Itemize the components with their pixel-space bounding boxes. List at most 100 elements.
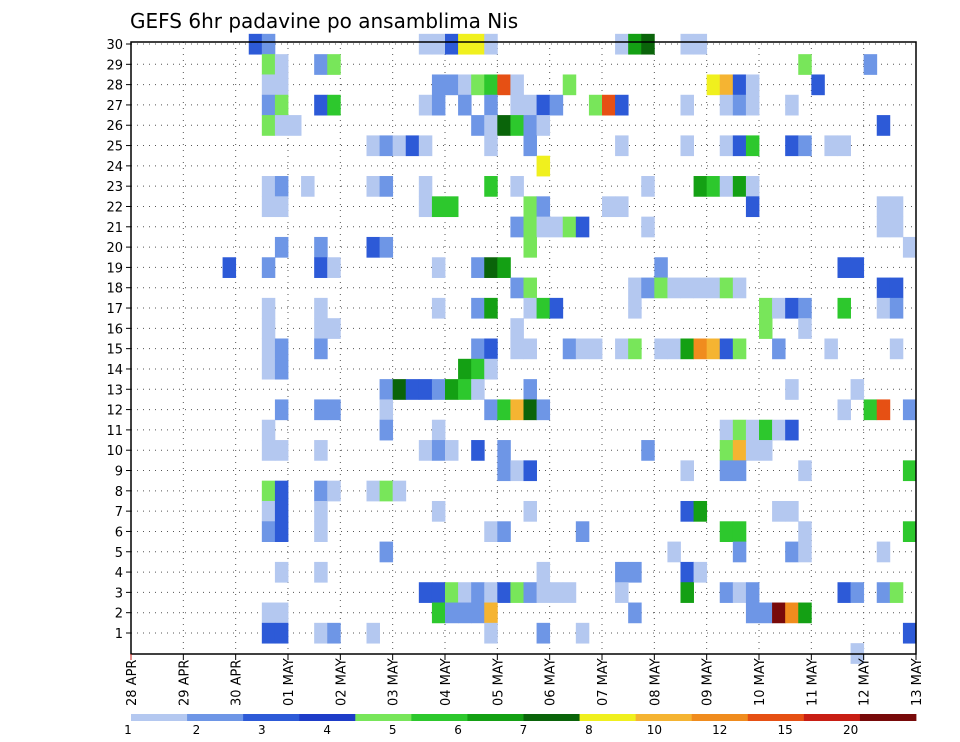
heatmap-cell — [667, 338, 681, 360]
heatmap-cell — [628, 338, 642, 360]
heatmap-cell — [274, 440, 289, 461]
heatmap-cell — [510, 115, 524, 136]
legend-label: 3 — [258, 723, 266, 737]
heatmap-cell — [510, 582, 524, 603]
heatmap-cell — [759, 419, 773, 441]
heatmap-cell — [785, 419, 799, 441]
heatmap-cell — [327, 480, 341, 502]
x-tick-label: 08 MAY — [648, 658, 663, 706]
heatmap-cell — [706, 338, 721, 360]
heatmap-cell — [471, 582, 485, 603]
heatmap-cell — [261, 196, 276, 218]
heatmap-cell — [876, 541, 891, 563]
heatmap-cell — [314, 399, 328, 421]
heatmap-cell — [523, 196, 537, 218]
heatmap-cell — [628, 297, 642, 319]
heatmap-cell — [392, 135, 407, 157]
x-tick-label: 29 APR — [177, 660, 192, 706]
heatmap-cell — [471, 338, 485, 360]
heatmap-cell — [772, 602, 786, 624]
heatmap-cell — [641, 216, 655, 238]
heatmap-cell — [445, 196, 459, 218]
heatmap-cell — [418, 582, 433, 603]
legend-swatch — [747, 714, 805, 721]
heatmap-cell — [732, 176, 747, 197]
heatmap-cell — [274, 94, 289, 116]
heatmap-cell — [785, 541, 799, 563]
heatmap-cell — [471, 602, 485, 624]
heatmap-cell — [484, 399, 498, 421]
heatmap-cell — [471, 379, 485, 400]
legend-swatch — [243, 714, 300, 721]
y-tick-label: 18 — [106, 282, 123, 297]
heatmap-cell — [719, 94, 734, 116]
heatmap-cell — [562, 338, 577, 360]
heatmap-cell — [615, 135, 629, 157]
heatmap-cell — [641, 33, 655, 55]
heatmap-cell — [536, 216, 551, 238]
y-tick-label: 19 — [106, 261, 123, 276]
x-tick-label: 30 APR — [230, 660, 245, 706]
heatmap-cell — [523, 460, 537, 482]
heatmap-cell — [523, 582, 537, 603]
legend-label: 7 — [520, 723, 528, 737]
heatmap-cell — [745, 419, 760, 441]
y-tick-label: 27 — [106, 99, 123, 114]
legend-swatch — [187, 714, 244, 721]
heatmap-cell — [484, 74, 498, 96]
heatmap-cell — [523, 236, 537, 258]
heatmap-cell — [850, 379, 865, 400]
heatmap-cell — [876, 216, 891, 238]
heatmap-cell — [863, 54, 878, 75]
x-tick-label: 03 MAY — [387, 658, 402, 706]
heatmap-cell — [431, 440, 446, 461]
heatmap-cell — [876, 297, 891, 319]
heatmap-cell — [641, 176, 655, 197]
heatmap-cell — [405, 379, 420, 400]
heatmap-cell — [719, 338, 734, 360]
heatmap-cell — [471, 440, 485, 461]
heatmap-cell — [615, 196, 629, 218]
heatmap-cell — [680, 33, 694, 55]
heatmap-cell — [261, 33, 276, 55]
heatmap-cell — [628, 602, 642, 624]
heatmap-cell — [745, 196, 760, 218]
heatmap-cell — [523, 500, 537, 522]
legend-swatch — [803, 714, 861, 721]
heatmap-cell — [274, 561, 289, 583]
heatmap-cell — [680, 582, 694, 603]
heatmap-cell — [274, 236, 289, 258]
heatmap-cell — [902, 399, 917, 421]
heatmap-cell — [379, 176, 394, 197]
heatmap-cell — [379, 236, 394, 258]
heatmap-cell — [902, 521, 917, 542]
heatmap-cell — [431, 419, 446, 441]
heatmap-cell — [562, 582, 577, 603]
heatmap-cell — [798, 521, 812, 542]
heatmap-cell — [261, 257, 276, 278]
heatmap-cell — [418, 440, 433, 461]
y-tick-label: 4 — [115, 566, 123, 581]
legend-swatch — [859, 714, 917, 721]
y-tick-label: 1 — [115, 627, 123, 642]
heatmap-cell — [366, 480, 380, 502]
heatmap-cell — [445, 33, 459, 55]
heatmap-cell — [261, 602, 276, 624]
heatmap-cell — [719, 419, 734, 441]
heatmap-cell — [706, 176, 721, 197]
heatmap-cell — [641, 277, 655, 299]
legend-label: 6 — [454, 723, 462, 737]
heatmap-cell — [484, 582, 498, 603]
heatmap-cell — [484, 135, 498, 157]
heatmap-cell — [876, 277, 891, 299]
legend-swatch — [467, 714, 524, 721]
y-tick-label: 2 — [115, 607, 123, 622]
heatmap-cell — [719, 135, 734, 157]
heatmap-cell — [471, 33, 485, 55]
heatmap-cell — [523, 338, 537, 360]
heatmap-cell — [523, 277, 537, 299]
heatmap-cell — [615, 94, 629, 116]
heatmap-cell — [484, 94, 498, 116]
heatmap-cell — [837, 297, 851, 319]
heatmap-cell — [379, 419, 394, 441]
